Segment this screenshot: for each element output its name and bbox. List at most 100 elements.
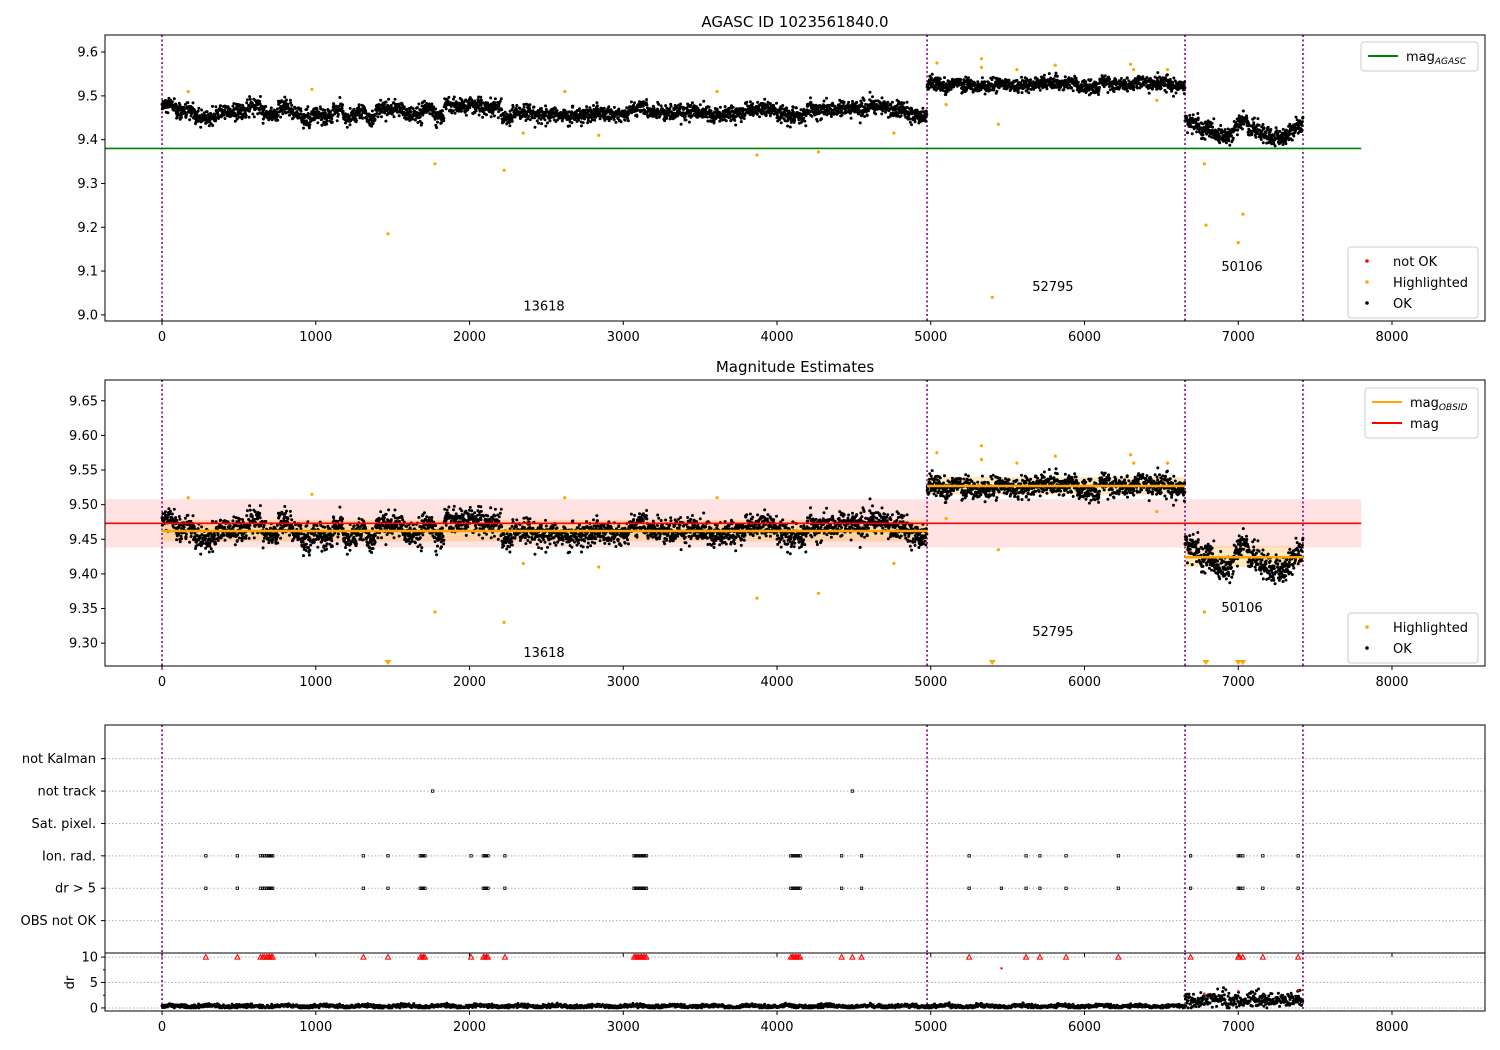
ok-point: [515, 104, 519, 107]
ok-point: [213, 113, 217, 117]
legend-box: [1347, 246, 1479, 319]
ok-point: [237, 115, 241, 119]
ok-point: [698, 103, 702, 107]
ok-point: [809, 100, 813, 104]
ok-point: [269, 106, 273, 110]
ok-point: [803, 119, 807, 123]
ok-point: [742, 117, 746, 120]
ok-point: [539, 107, 543, 110]
ok-point: [503, 110, 507, 114]
ok-point: [184, 535, 188, 539]
y-tick-label: 9.3: [77, 177, 98, 192]
ok-point: [175, 538, 179, 542]
ok-point: [756, 100, 760, 104]
ok-point: [546, 121, 549, 125]
ok-point: [1183, 86, 1187, 90]
ok-point: [332, 104, 336, 108]
ok-point: [172, 507, 176, 511]
ok-point: [973, 81, 976, 85]
ok-point: [189, 519, 193, 523]
ok-point: [799, 108, 803, 112]
ok-point: [532, 105, 536, 109]
ok-point: [260, 104, 264, 108]
ok-point: [851, 99, 854, 103]
ok-point: [199, 552, 203, 556]
ok-point: [204, 114, 208, 117]
ok-point: [178, 103, 182, 107]
obsid-annotation: 13618: [523, 299, 564, 314]
highlighted-point: [186, 89, 190, 94]
ok-point: [510, 119, 514, 123]
ok-point: [1089, 78, 1093, 82]
ok-point: [511, 105, 515, 109]
ok-point: [1163, 76, 1167, 80]
highlighted-point: [1236, 241, 1240, 245]
ok-point: [792, 110, 796, 114]
axes-frame: [104, 34, 1486, 322]
ok-point: [200, 108, 204, 112]
ok-point: [348, 123, 352, 127]
ok-point: [785, 106, 789, 110]
ok-point: [417, 102, 421, 106]
ok-point: [441, 114, 445, 118]
ok-point: [1164, 90, 1168, 94]
ok-point: [418, 115, 422, 119]
highlighted-point: [1132, 68, 1136, 72]
ok-point: [607, 119, 611, 123]
ok-point: [924, 119, 928, 123]
ok-point: [872, 102, 876, 106]
ok-point: [1125, 87, 1129, 91]
ok-point: [860, 102, 864, 105]
ok-point: [1241, 109, 1245, 113]
ok-point: [288, 98, 292, 102]
ok-point: [625, 106, 629, 110]
ok-point: [669, 104, 673, 108]
ok-point: [938, 77, 942, 81]
ok-point: [208, 544, 212, 548]
ok-point: [930, 72, 934, 76]
ok-point: [633, 101, 637, 105]
ok-point: [1218, 141, 1222, 145]
ok-point: [836, 111, 839, 115]
ok-point: [481, 115, 485, 119]
ok-point: [1301, 115, 1305, 119]
ok-point: [949, 87, 953, 91]
ok-point: [457, 109, 461, 113]
ok-point: [983, 80, 987, 84]
ok-point: [820, 117, 823, 121]
ok-point: [320, 123, 324, 127]
ok-point: [1062, 88, 1066, 92]
ok-point: [758, 115, 761, 119]
ok-point: [299, 112, 303, 116]
ok-point: [1042, 73, 1046, 77]
ok-point: [194, 547, 197, 550]
ok-point: [849, 116, 853, 120]
ok-point: [990, 78, 994, 82]
ok-point: [932, 80, 936, 84]
ok-point: [275, 107, 279, 111]
y-tick-label: 9.0: [77, 308, 98, 323]
ok-point: [573, 118, 577, 122]
ok-point: [804, 124, 808, 128]
ok-point: [214, 119, 218, 123]
ok-point: [743, 113, 747, 117]
ok-point: [191, 101, 195, 105]
ok-point: [1059, 85, 1063, 89]
ok-point: [371, 122, 375, 126]
ok-point: [1027, 91, 1031, 95]
ok-point: [948, 80, 951, 84]
ok-point: [434, 107, 438, 111]
ok-point: [492, 114, 496, 118]
ok-point: [1223, 128, 1227, 132]
ok-point: [964, 75, 968, 79]
highlighted-point: [502, 168, 506, 172]
ok-point: [1007, 78, 1011, 82]
ok-point: [657, 102, 661, 106]
ok-point: [307, 126, 311, 130]
ok-point: [768, 114, 772, 118]
ok-point: [1076, 80, 1080, 84]
ok-point: [712, 121, 716, 125]
ok-point: [305, 107, 309, 111]
ok-point: [447, 95, 451, 99]
